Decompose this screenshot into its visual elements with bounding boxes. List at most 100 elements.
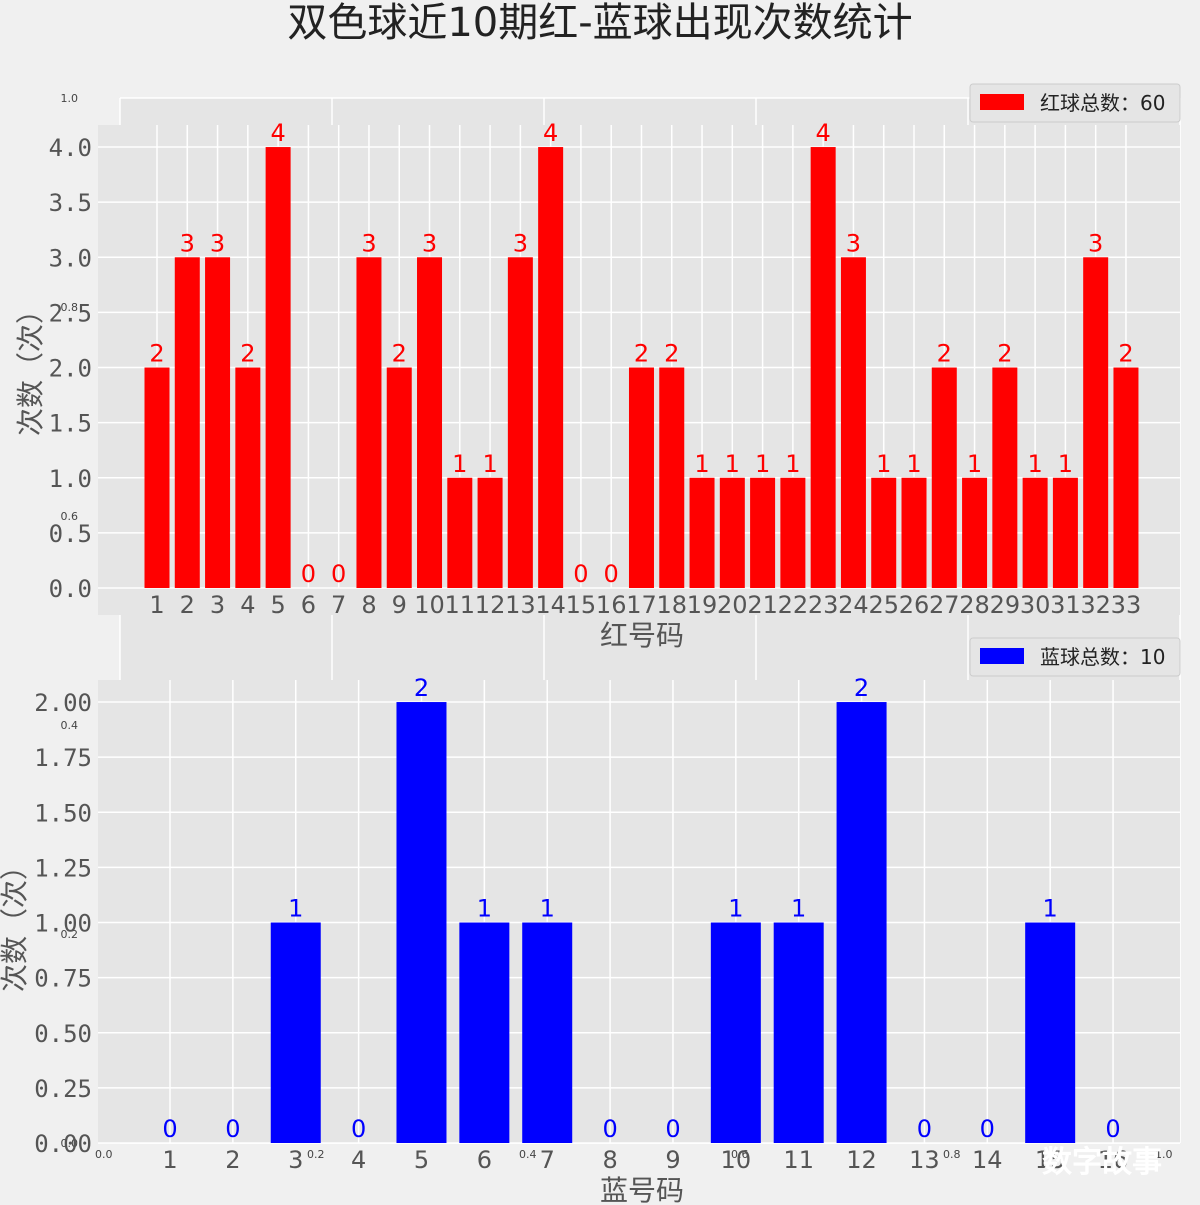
red-value-label: 3 <box>361 229 376 257</box>
red-bar <box>871 477 897 588</box>
red-y-tick-label: 3.0 <box>49 244 92 272</box>
red-bar <box>235 367 261 588</box>
red-bar <box>174 257 200 588</box>
blue-value-label: 2 <box>414 674 429 702</box>
red-x-tick-label: 27 <box>929 591 960 619</box>
red-x-tick-label: 19 <box>687 591 718 619</box>
blue-y-tick-label: 0.50 <box>34 1020 92 1048</box>
red-chart-x-axis-label: 红号码 <box>600 619 684 652</box>
blue-x-tick-label: 13 <box>909 1146 940 1174</box>
red-bar <box>477 477 503 588</box>
red-x-tick-label: 3 <box>210 591 225 619</box>
red-bar <box>810 147 836 589</box>
blue-x-tick-label: 6 <box>477 1146 492 1174</box>
ghost-x-tick-label: 0.8 <box>943 1148 961 1161</box>
blue-bar <box>270 922 321 1143</box>
red-value-label: 1 <box>967 450 982 478</box>
red-x-tick-label: 20 <box>717 591 748 619</box>
red-value-label: 1 <box>1058 450 1073 478</box>
blue-chart-x-axis-label: 蓝号码 <box>600 1174 684 1205</box>
red-value-label: 2 <box>634 340 649 368</box>
blue-bar <box>396 702 447 1143</box>
red-y-tick-label: 0.0 <box>49 575 92 603</box>
red-x-tick-label: 1 <box>149 591 164 619</box>
red-value-label: 2 <box>997 340 1012 368</box>
red-bar <box>840 257 866 588</box>
ghost-x-tick-label: 0.2 <box>307 1148 325 1161</box>
blue-chart-legend: 蓝球总数：10 <box>969 637 1181 677</box>
blue-value-label: 1 <box>540 895 555 923</box>
red-x-tick-label: 18 <box>656 591 687 619</box>
red-bar <box>205 257 231 588</box>
blue-value-label: 0 <box>980 1115 995 1143</box>
red-x-tick-label: 6 <box>301 591 316 619</box>
red-value-label: 0 <box>604 560 619 588</box>
blue-legend-label: 蓝球总数：10 <box>1040 645 1165 669</box>
red-value-label: 2 <box>149 340 164 368</box>
red-y-tick-label: 1.5 <box>49 410 92 438</box>
red-x-tick-label: 26 <box>899 591 930 619</box>
red-bar <box>417 257 443 588</box>
ghost-y-tick-label: 0.8 <box>61 301 79 314</box>
blue-bar <box>522 922 573 1143</box>
blue-bar <box>773 922 824 1143</box>
blue-y-tick-label: 1.00 <box>34 910 92 938</box>
red-value-label: 1 <box>694 450 709 478</box>
red-value-label: 1 <box>452 450 467 478</box>
blue-x-tick-label: 10 <box>721 1146 752 1174</box>
blue-chart-plot-area <box>98 680 1180 1143</box>
blue-legend-swatch <box>980 648 1024 664</box>
red-bar <box>659 367 685 588</box>
blue-value-label: 1 <box>728 895 743 923</box>
red-bar <box>901 477 927 588</box>
red-bar <box>628 367 654 588</box>
red-value-label: 1 <box>482 450 497 478</box>
red-x-tick-label: 21 <box>747 591 778 619</box>
red-bar <box>538 147 564 589</box>
red-value-label: 1 <box>755 450 770 478</box>
blue-value-label: 0 <box>1105 1115 1120 1143</box>
blue-y-tick-label: 1.75 <box>34 744 92 772</box>
blue-x-tick-label: 15 <box>1035 1146 1066 1174</box>
ghost-tick-labels: 1.0 0.8 0.6 0.4 0.2 0.0 0.0 0.2 0.4 0.6 0.8 1.0 <box>61 92 1173 1161</box>
red-y-tick-label: 2.5 <box>49 299 92 327</box>
red-bar <box>1022 477 1048 588</box>
red-value-label: 0 <box>573 560 588 588</box>
blue-y-tick-label: 0.00 <box>34 1130 92 1158</box>
red-x-tick-label: 2 <box>180 591 195 619</box>
red-x-tick-label: 25 <box>868 591 899 619</box>
blue-x-tick-label: 12 <box>846 1146 877 1174</box>
red-x-tick-label: 22 <box>778 591 809 619</box>
red-x-tick-label: 30 <box>1020 591 1051 619</box>
chart-title: 双色球近10期红-蓝球出现次数统计 <box>287 0 913 46</box>
blue-value-label: 0 <box>917 1115 932 1143</box>
red-x-tick-label: 4 <box>240 591 255 619</box>
red-value-label: 0 <box>331 560 346 588</box>
red-chart-bars <box>144 147 1139 589</box>
red-value-label: 2 <box>937 340 952 368</box>
blue-value-label: 2 <box>854 674 869 702</box>
red-y-tick-label: 3.5 <box>49 189 92 217</box>
red-x-tick-label: 5 <box>270 591 285 619</box>
ghost-y-tick-label: 0.0 <box>61 1137 79 1150</box>
ghost-x-tick-label: 1.0 <box>1155 1148 1173 1161</box>
red-value-label: 3 <box>846 229 861 257</box>
red-bar <box>265 147 291 589</box>
blue-chart-bars <box>270 702 1076 1143</box>
red-chart-y-axis-label: 次数（次） <box>14 296 47 436</box>
red-chart-y-ticks: 0.0 0.5 1.0 1.5 2.0 2.5 3.0 3.5 4.0 <box>49 134 92 603</box>
red-x-tick-label: 15 <box>566 591 597 619</box>
red-bar <box>962 477 988 588</box>
red-x-tick-label: 24 <box>838 591 869 619</box>
red-bar <box>1052 477 1078 588</box>
red-bar <box>931 367 957 588</box>
red-value-label: 1 <box>725 450 740 478</box>
blue-value-label: 1 <box>1043 895 1058 923</box>
red-bar <box>750 477 776 588</box>
blue-y-tick-label: 0.25 <box>34 1075 92 1103</box>
red-bar <box>1113 367 1139 588</box>
blue-value-label: 0 <box>162 1115 177 1143</box>
